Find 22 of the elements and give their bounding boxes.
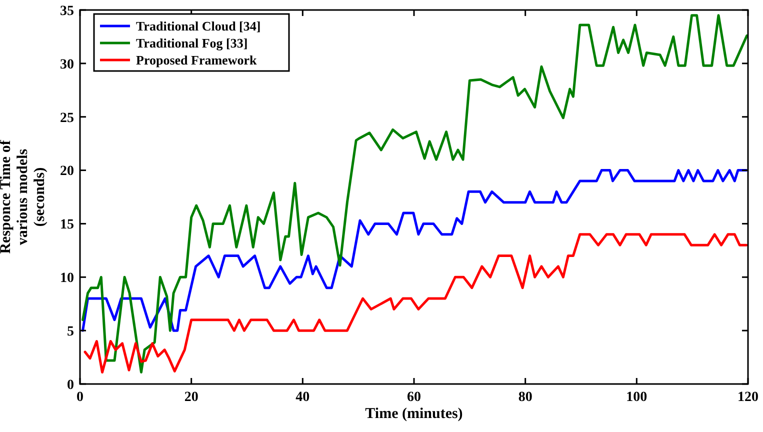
x-tick-label: 20 — [184, 390, 198, 405]
x-tick-label: 80 — [518, 390, 532, 405]
x-tick-label: 100 — [626, 390, 648, 405]
x-tick-label: 0 — [76, 390, 84, 405]
y-tick-label: 5 — [67, 324, 74, 340]
legend-label: Traditional Fog [33] — [136, 36, 248, 51]
line-series — [82, 169, 748, 332]
y-tick-label: 25 — [60, 110, 74, 126]
legend-label: Proposed Framework — [136, 52, 258, 68]
y-tick-label: 10 — [60, 271, 74, 286]
x-axis-title: Time (minutes) — [365, 406, 463, 422]
y-tick-label: 15 — [60, 218, 74, 233]
y-tick-label: 0 — [67, 378, 74, 393]
y-tick-label: 35 — [60, 4, 74, 19]
line-series — [84, 233, 748, 374]
y-tick-label: 20 — [60, 164, 74, 180]
x-tick-label: 60 — [407, 390, 421, 405]
x-tick-label: 120 — [738, 390, 758, 405]
y-tick-label: 30 — [60, 57, 74, 72]
x-tick-label: 40 — [296, 390, 310, 405]
line-series — [82, 14, 748, 374]
legend-label: Traditional Cloud [34] — [136, 18, 261, 34]
